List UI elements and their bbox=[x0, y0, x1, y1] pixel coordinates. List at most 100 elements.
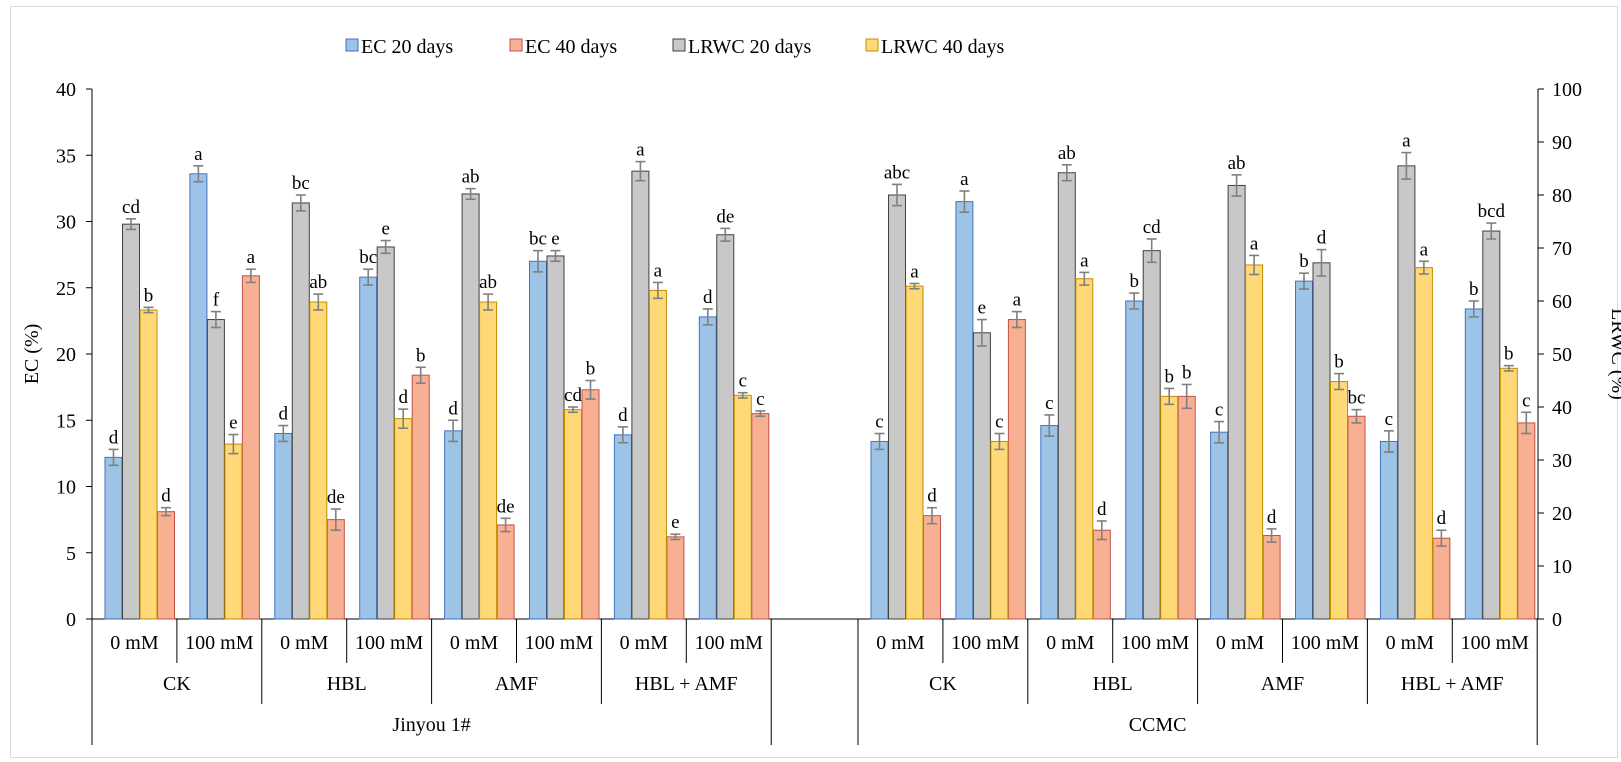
concentration-label: 100 mM bbox=[355, 632, 424, 654]
bar-2-13 bbox=[1312, 262, 1331, 620]
left-tick-label: 30 bbox=[56, 212, 76, 234]
right-tick-label: 60 bbox=[1552, 291, 1572, 313]
significance-label: a bbox=[654, 260, 663, 281]
treatment-label: HBL bbox=[1093, 673, 1133, 695]
bar-0-8 bbox=[870, 440, 889, 620]
bar-2-14 bbox=[1397, 165, 1416, 620]
treatment-label: HBL + AMF bbox=[635, 673, 738, 695]
bar-2-10 bbox=[1057, 172, 1076, 620]
significance-label: cd bbox=[122, 197, 140, 218]
concentration-label: 0 mM bbox=[1046, 632, 1095, 654]
bar-3-4 bbox=[479, 301, 498, 620]
significance-label: e bbox=[978, 298, 986, 319]
bar-3-14 bbox=[1414, 267, 1433, 620]
bar-0-10 bbox=[1040, 425, 1059, 620]
bar-0-12 bbox=[1210, 431, 1229, 620]
bar-0-13 bbox=[1295, 280, 1313, 620]
right-tick-label: 0 bbox=[1552, 609, 1562, 631]
concentration-label: 100 mM bbox=[525, 632, 594, 654]
significance-label: e bbox=[229, 413, 237, 434]
treatment-label: HBL bbox=[327, 673, 367, 695]
significance-label: a bbox=[910, 262, 919, 283]
bar-2-8 bbox=[888, 194, 906, 620]
cultivar-label: Jinyou 1# bbox=[392, 714, 470, 736]
left-tick-label: 20 bbox=[56, 344, 76, 366]
legend-label: EC 20 days bbox=[361, 36, 453, 58]
bar-2-7 bbox=[716, 234, 735, 620]
right-tick-label: 30 bbox=[1552, 450, 1572, 472]
significance-label: a bbox=[1250, 233, 1259, 254]
treatment-label: AMF bbox=[1261, 673, 1304, 695]
right-tick-label: 80 bbox=[1552, 185, 1572, 207]
bar-1-13 bbox=[1347, 415, 1366, 620]
bar-1-1 bbox=[241, 275, 260, 620]
significance-label: f bbox=[213, 290, 220, 311]
left-tick-label: 40 bbox=[56, 79, 76, 101]
significance-label: c bbox=[1522, 390, 1530, 411]
significance-label: b bbox=[586, 359, 596, 380]
concentration-label: 0 mM bbox=[876, 632, 925, 654]
significance-label: c bbox=[1045, 393, 1053, 414]
legend-swatch bbox=[509, 38, 523, 52]
chart-frame bbox=[10, 6, 1618, 758]
bar-1-3 bbox=[411, 374, 430, 620]
significance-label: d bbox=[927, 486, 937, 507]
left-tick-label: 15 bbox=[56, 410, 76, 432]
bar-0-15 bbox=[1464, 308, 1483, 620]
significance-label: bc bbox=[1348, 388, 1366, 409]
bar-3-5 bbox=[564, 409, 582, 620]
bar-2-12 bbox=[1227, 184, 1246, 620]
bar-1-6 bbox=[666, 536, 685, 620]
concentration-label: 0 mM bbox=[450, 632, 499, 654]
legend-label: EC 40 days bbox=[525, 36, 617, 58]
significance-label: b bbox=[1469, 279, 1479, 300]
significance-label: bc bbox=[529, 229, 547, 250]
legend-swatch bbox=[345, 38, 359, 52]
significance-label: de bbox=[716, 206, 734, 227]
significance-label: c bbox=[1215, 400, 1223, 421]
significance-label: ab bbox=[309, 272, 327, 293]
concentration-label: 0 mM bbox=[1386, 632, 1435, 654]
significance-label: a bbox=[247, 247, 256, 268]
significance-label: b bbox=[1299, 251, 1309, 272]
significance-label: a bbox=[636, 140, 645, 161]
bar-1-11 bbox=[1177, 395, 1196, 620]
bar-3-8 bbox=[905, 285, 924, 620]
bar-2-11 bbox=[1142, 250, 1161, 620]
significance-label: b bbox=[1164, 366, 1174, 387]
significance-label: e bbox=[671, 512, 679, 533]
bar-0-5 bbox=[529, 260, 547, 620]
significance-label: d bbox=[1317, 228, 1327, 249]
concentration-label: 0 mM bbox=[280, 632, 329, 654]
significance-label: ab bbox=[462, 167, 480, 188]
cultivar-label: CCMC bbox=[1129, 714, 1187, 736]
significance-label: d bbox=[398, 387, 408, 408]
legend-label: LRWC 20 days bbox=[688, 36, 812, 58]
bar-3-13 bbox=[1330, 381, 1348, 620]
bar-1-2 bbox=[326, 519, 345, 620]
bar-2-15 bbox=[1482, 230, 1501, 620]
concentration-label: 0 mM bbox=[1216, 632, 1265, 654]
bar-2-5 bbox=[546, 255, 565, 620]
significance-label: d bbox=[109, 427, 119, 448]
bar-2-9 bbox=[972, 332, 991, 620]
concentration-label: 0 mM bbox=[110, 632, 159, 654]
left-tick-label: 0 bbox=[66, 609, 76, 631]
treatment-label: AMF bbox=[495, 673, 538, 695]
significance-label: e bbox=[551, 229, 559, 250]
bar-0-3 bbox=[359, 276, 378, 620]
significance-label: d bbox=[448, 398, 458, 419]
concentration-label: 0 mM bbox=[620, 632, 669, 654]
concentration-label: 100 mM bbox=[1291, 632, 1360, 654]
significance-label: b bbox=[1129, 271, 1139, 292]
bar-0-11 bbox=[1125, 300, 1144, 620]
bar-0-2 bbox=[274, 433, 293, 620]
bar-1-5 bbox=[581, 389, 600, 620]
right-tick-label: 10 bbox=[1552, 556, 1572, 578]
significance-label: bc bbox=[359, 247, 377, 268]
right-tick-label: 70 bbox=[1552, 238, 1572, 260]
right-tick-label: 100 bbox=[1552, 79, 1582, 101]
legend-label: LRWC 40 days bbox=[881, 36, 1005, 58]
right-tick-label: 20 bbox=[1552, 503, 1572, 525]
